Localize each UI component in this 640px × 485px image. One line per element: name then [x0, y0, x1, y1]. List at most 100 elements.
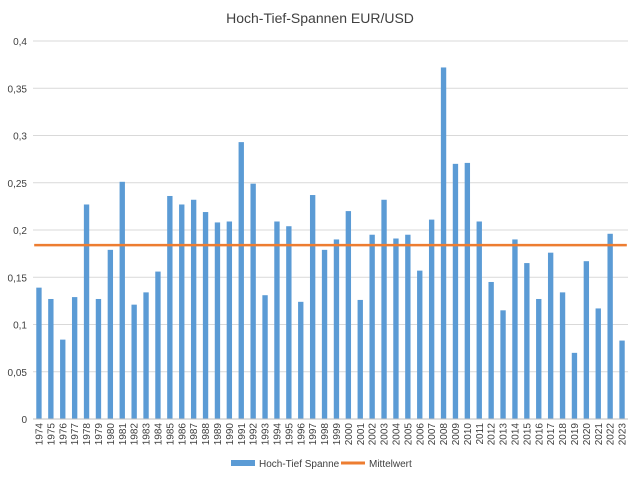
bar-1978	[83, 204, 90, 419]
x-tick-label: 1989	[213, 423, 224, 446]
bar-1999	[333, 239, 340, 419]
x-tick-label: 2019	[570, 423, 581, 446]
x-tick-label: 2013	[499, 423, 510, 446]
x-tick-label: 1999	[332, 423, 343, 446]
x-tick-label: 2020	[582, 423, 593, 446]
bar-2002	[369, 234, 375, 419]
bar-2006	[417, 270, 423, 419]
x-tick-label: 2000	[344, 423, 355, 446]
bar-1982	[131, 304, 137, 419]
x-tick-label: 2002	[368, 423, 379, 446]
bar-2007	[428, 219, 435, 419]
x-tick-label: 2016	[534, 423, 545, 446]
x-tick-label: 2005	[403, 423, 414, 446]
x-tick-label: 2021	[594, 423, 605, 446]
bar-2001	[357, 299, 363, 419]
x-tick-label: 1980	[106, 423, 117, 446]
x-tick-label: 1998	[320, 423, 331, 446]
legend-label-bars: Hoch-Tief Spanne	[259, 459, 340, 470]
legend: Hoch-Tief Spanne Mittelwert	[231, 459, 412, 470]
x-tick-label: 1994	[272, 423, 283, 446]
bar-1983	[143, 292, 149, 419]
x-tick-label: 2015	[522, 423, 533, 446]
x-axis-ticks: 1974 1975 1976 1977 1978 1979 1980 1981 1982 1983…	[34, 423, 628, 446]
bar-1981	[119, 181, 125, 419]
x-tick-label: 1974	[34, 423, 45, 446]
x-tick-label: 2008	[439, 423, 450, 446]
bar-2015	[524, 263, 530, 419]
y-tick-label: 0,2	[13, 226, 27, 237]
x-tick-label: 1984	[153, 423, 164, 446]
bar-2013	[500, 310, 506, 419]
bar-1991	[238, 142, 244, 420]
bar-2009	[452, 163, 459, 419]
bar-1985	[167, 195, 173, 419]
bar-2011	[476, 221, 482, 419]
bar-2005	[405, 234, 411, 419]
x-tick-label: 2017	[546, 423, 557, 446]
y-tick-label: 0,15	[8, 273, 28, 284]
y-tick-label: 0,35	[8, 84, 28, 95]
bar-1992	[250, 183, 256, 419]
y-tick-label: 0	[21, 415, 27, 426]
bar-1989	[214, 222, 221, 419]
x-tick-label: 2003	[380, 423, 391, 446]
bar-2021	[595, 308, 601, 419]
x-tick-label: 2009	[451, 423, 462, 446]
bar-1994	[274, 221, 280, 419]
y-tick-label: 0,3	[13, 132, 27, 143]
bar-2016	[536, 298, 542, 419]
x-tick-label: 1978	[82, 423, 93, 446]
bar-2008	[440, 67, 447, 420]
bar-1984	[155, 271, 161, 419]
bar-1976	[60, 339, 66, 419]
bar-2004	[393, 238, 399, 419]
bar-1988	[202, 212, 209, 419]
bar-1990	[226, 221, 233, 419]
x-tick-label: 2010	[463, 423, 474, 446]
bar-1987	[190, 199, 197, 419]
bar-2014	[512, 239, 518, 419]
bar-2020	[583, 261, 590, 419]
bar-1997	[309, 195, 316, 419]
bars	[33, 67, 628, 420]
y-axis-ticks: 0 0,05 0,1 0,15 0,2 0,25 0,3 0,35 0,4	[8, 37, 28, 426]
x-tick-label: 2001	[356, 423, 367, 446]
x-tick-label: 2022	[606, 423, 617, 446]
x-tick-label: 1977	[70, 423, 81, 446]
bar-2019	[571, 352, 578, 419]
bar-2022	[607, 233, 613, 419]
x-tick-label: 2007	[427, 423, 438, 446]
bar-1986	[179, 204, 185, 419]
x-tick-label: 1975	[46, 423, 57, 446]
x-tick-label: 1987	[189, 423, 200, 446]
x-tick-label: 2018	[558, 423, 569, 446]
x-tick-label: 1995	[284, 423, 295, 446]
x-tick-label: 1988	[201, 423, 212, 446]
x-tick-label: 1982	[130, 423, 141, 446]
bar-2003	[381, 199, 387, 419]
legend-swatch-bars	[231, 460, 255, 466]
bar-2018	[559, 292, 566, 419]
bar-1980	[107, 249, 114, 419]
x-tick-label: 1979	[94, 423, 105, 446]
bar-2017	[547, 252, 554, 419]
bar-1977	[71, 297, 78, 419]
y-tick-label: 0,1	[13, 321, 27, 332]
x-tick-label: 1997	[308, 423, 319, 446]
x-tick-label: 2014	[510, 423, 521, 446]
x-tick-label: 1983	[142, 423, 153, 446]
bar-2023	[619, 340, 625, 419]
bar-1979	[95, 298, 102, 419]
x-tick-label: 2023	[618, 423, 629, 446]
bar-1995	[286, 226, 292, 419]
bar-2012	[488, 281, 494, 419]
y-tick-label: 0,25	[8, 179, 28, 190]
y-tick-label: 0,4	[13, 37, 27, 48]
x-tick-label: 1992	[249, 423, 260, 446]
y-tick-label: 0,05	[8, 368, 28, 379]
legend-label-average: Mittelwert	[369, 459, 412, 470]
x-tick-label: 1976	[58, 423, 69, 446]
